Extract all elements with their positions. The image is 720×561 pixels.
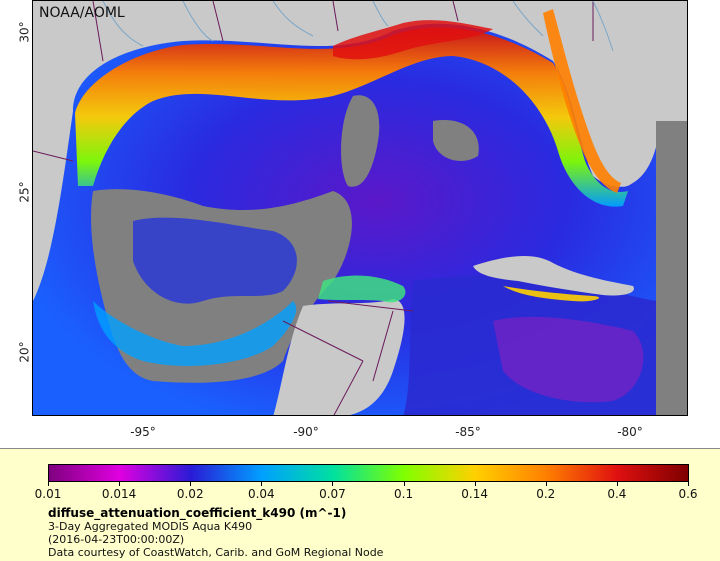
- colorbar: [48, 464, 689, 482]
- map-panel: NOAA/AOML: [32, 0, 688, 416]
- map-credit: NOAA/AOML: [39, 5, 125, 21]
- dataset-name: 3-Day Aggregated MODIS Aqua K490: [48, 520, 253, 533]
- colorbar-tick-label: 0.01: [34, 487, 62, 501]
- y-tick-label: 30°: [17, 21, 32, 43]
- colorbar-tick: [403, 482, 405, 486]
- x-tick-label: -85°: [455, 425, 481, 439]
- mississippi-plume: [333, 20, 493, 60]
- no-data-patches: [341, 95, 479, 187]
- coastal-band-north: [75, 27, 628, 207]
- colorbar-tick-label: 0.014: [101, 487, 137, 501]
- colorbar-tick: [261, 482, 263, 486]
- colorbar-tick: [616, 482, 618, 486]
- data-courtesy: Data courtesy of CoastWatch, Carib. and …: [48, 546, 384, 559]
- florida-peninsula: [553, 1, 659, 187]
- cuba-island: [473, 255, 634, 296]
- yucatan-peninsula: [273, 299, 405, 415]
- colorbar-tick: [332, 482, 334, 486]
- colorbar-tick-label: 0.04: [247, 487, 275, 501]
- colorbar-tick-label: 0.2: [536, 487, 556, 501]
- variable-title: diffuse_attenuation_coefficient_k490 (m^…: [48, 506, 347, 520]
- colorbar-tick-label: 0.6: [678, 487, 698, 501]
- colorbar-tick-label: 0.14: [461, 487, 489, 501]
- cuba-shelf: [503, 286, 600, 302]
- state-boundary-lines: [33, 1, 594, 415]
- legend-panel: 0.01 0.014 0.02 0.04 0.07 0.1 0.14 0.2 0.4 0.6 di…: [0, 448, 720, 561]
- yucatan-turbid-shelf: [318, 275, 406, 303]
- colorbar-tick: [688, 482, 689, 486]
- y-tick-label: 20°: [17, 341, 32, 363]
- colorbar-tick: [474, 482, 476, 486]
- sw-gulf-water: [133, 217, 297, 304]
- colorbar-tick-label: 0.1: [394, 487, 414, 501]
- colorbar-tick-label: 0.02: [176, 487, 204, 501]
- y-tick-label: 25°: [17, 181, 32, 203]
- florida-coast-band: [543, 9, 621, 193]
- colorbar-tick: [545, 482, 547, 486]
- colorbar-tick: [48, 482, 49, 486]
- x-tick-label: -80°: [617, 425, 643, 439]
- colorbar-tick: [119, 482, 121, 486]
- campeche-turbid: [93, 301, 297, 366]
- no-data-strip: [656, 121, 687, 415]
- x-tick-label: -90°: [293, 425, 319, 439]
- dataset-date: (2016-04-23T00:00:00Z): [48, 533, 185, 546]
- colorbar-tick-label: 0.4: [607, 487, 627, 501]
- river-lines: [102, 1, 614, 52]
- colorbar-tick: [190, 482, 192, 486]
- colorbar-tick-label: 0.07: [319, 487, 346, 501]
- k490-map: [33, 1, 687, 415]
- x-tick-label: -95°: [130, 425, 156, 439]
- caribbean-purple: [493, 316, 644, 403]
